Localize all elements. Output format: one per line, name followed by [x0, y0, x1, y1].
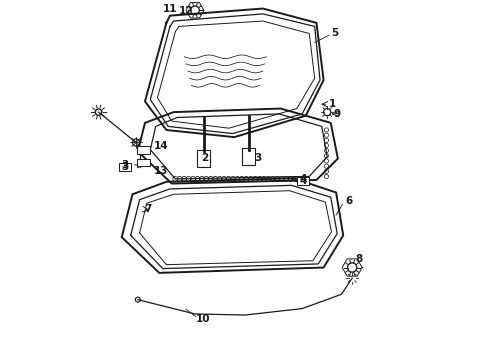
- Text: 3: 3: [122, 162, 129, 172]
- Text: 13: 13: [154, 166, 169, 176]
- Text: 9: 9: [334, 109, 341, 119]
- Text: 12: 12: [179, 6, 194, 17]
- Text: 2: 2: [201, 153, 208, 163]
- Text: 4: 4: [299, 176, 307, 186]
- Text: 6: 6: [345, 196, 352, 206]
- Text: 3: 3: [255, 153, 262, 163]
- Bar: [197, 150, 210, 167]
- Text: 5: 5: [331, 28, 338, 38]
- Text: 11: 11: [163, 4, 177, 14]
- Text: 14: 14: [154, 141, 169, 151]
- Text: 8: 8: [356, 253, 363, 264]
- Bar: [297, 177, 309, 185]
- Text: 10: 10: [196, 314, 210, 324]
- Bar: [242, 148, 255, 165]
- Text: 3: 3: [122, 160, 129, 170]
- Text: 4: 4: [299, 174, 307, 184]
- Bar: [119, 163, 131, 171]
- Text: 7: 7: [144, 204, 151, 214]
- Bar: [137, 158, 150, 166]
- Text: 1: 1: [329, 99, 336, 109]
- Bar: [137, 146, 150, 154]
